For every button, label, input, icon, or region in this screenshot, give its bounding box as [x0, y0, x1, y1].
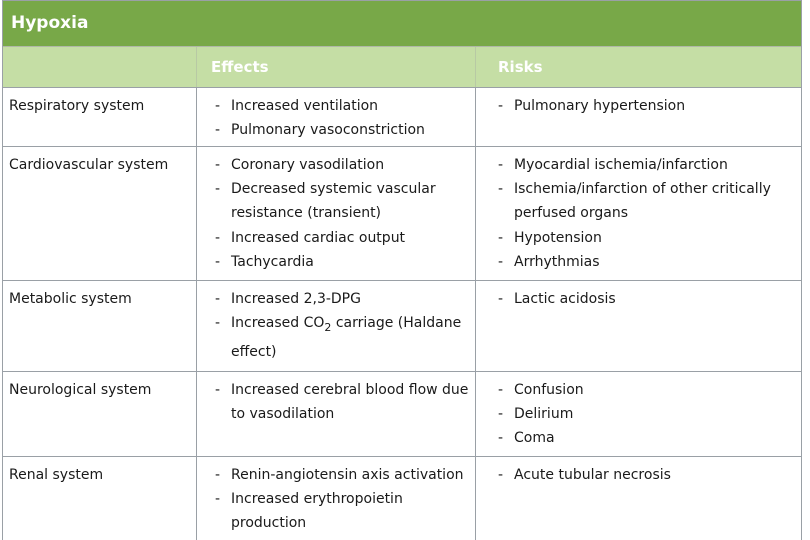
effect-item: Renin-angiotensin axis activation — [215, 463, 469, 487]
effects-cell: Increased ventilation Pulmonary vasocons… — [197, 88, 476, 146]
effect-item: Increased 2,3-DPG — [215, 287, 469, 311]
system-cell: Respiratory system — [3, 88, 197, 146]
risk-item: Delirium — [498, 402, 795, 426]
risks-cell: Confusion Delirium Coma — [476, 372, 801, 456]
effect-item: Decreased systemic vascular resistance (… — [215, 177, 469, 225]
effect-item: Coronary vasodilation — [215, 153, 469, 177]
header-row: Effects Risks — [3, 46, 801, 88]
effect-item: Increased cardiac output — [215, 226, 469, 250]
header-effects: Effects — [197, 47, 476, 87]
header-risks: Risks — [498, 58, 543, 76]
table-row: Neurological system Increased cerebral b… — [3, 372, 801, 457]
system-cell: Metabolic system — [3, 281, 197, 371]
risk-item: Arrhythmias — [498, 250, 795, 274]
risk-item: Lactic acidosis — [498, 287, 795, 311]
table-row: Metabolic system Increased 2,3-DPG Incre… — [3, 281, 801, 372]
risk-item: Hypotension — [498, 226, 795, 250]
risks-cell: Myocardial ischemia/infarction Ischemia/… — [476, 147, 801, 280]
effect-item: Pulmonary vasoconstriction — [215, 118, 469, 142]
risks-cell: Lactic acidosis — [476, 281, 801, 371]
risk-item: Myocardial ischemia/infarction — [498, 153, 795, 177]
risk-item: Confusion — [498, 378, 795, 402]
risk-item: Ischemia/infarction of other critically … — [498, 177, 795, 225]
header-system — [3, 47, 197, 87]
risk-item: Pulmonary hypertension — [498, 94, 795, 118]
table-row: Renal system Renin-angiotensin axis acti… — [3, 457, 801, 540]
risks-cell: Pulmonary hypertension — [476, 88, 801, 146]
system-cell: Renal system — [3, 457, 197, 540]
system-cell: Cardiovascular system — [3, 147, 197, 280]
system-cell: Neurological system — [3, 372, 197, 456]
table-title: Hypoxia — [3, 1, 801, 46]
effects-cell: Renin-angiotensin axis activation Increa… — [197, 457, 476, 540]
risk-item: Acute tubular necrosis — [498, 463, 795, 487]
effect-item: Tachycardia — [215, 250, 469, 274]
effect-item: Increased CO2 carriage (Haldane effect) — [215, 311, 469, 364]
risks-cell: Acute tubular necrosis — [476, 457, 801, 540]
effects-cell: Increased cerebral blood flow due to vas… — [197, 372, 476, 456]
table-row: Cardiovascular system Coronary vasodilat… — [3, 147, 801, 281]
effect-item: Increased erythropoietin production — [215, 487, 469, 535]
effects-cell: Increased 2,3-DPG Increased CO2 carriage… — [197, 281, 476, 371]
table-row: Respiratory system Increased ventilation… — [3, 88, 801, 147]
risk-item: Coma — [498, 426, 795, 450]
effect-item: Increased ventilation — [215, 94, 469, 118]
effect-item: Increased cerebral blood flow due to vas… — [215, 378, 469, 426]
effects-cell: Coronary vasodilation Decreased systemic… — [197, 147, 476, 280]
